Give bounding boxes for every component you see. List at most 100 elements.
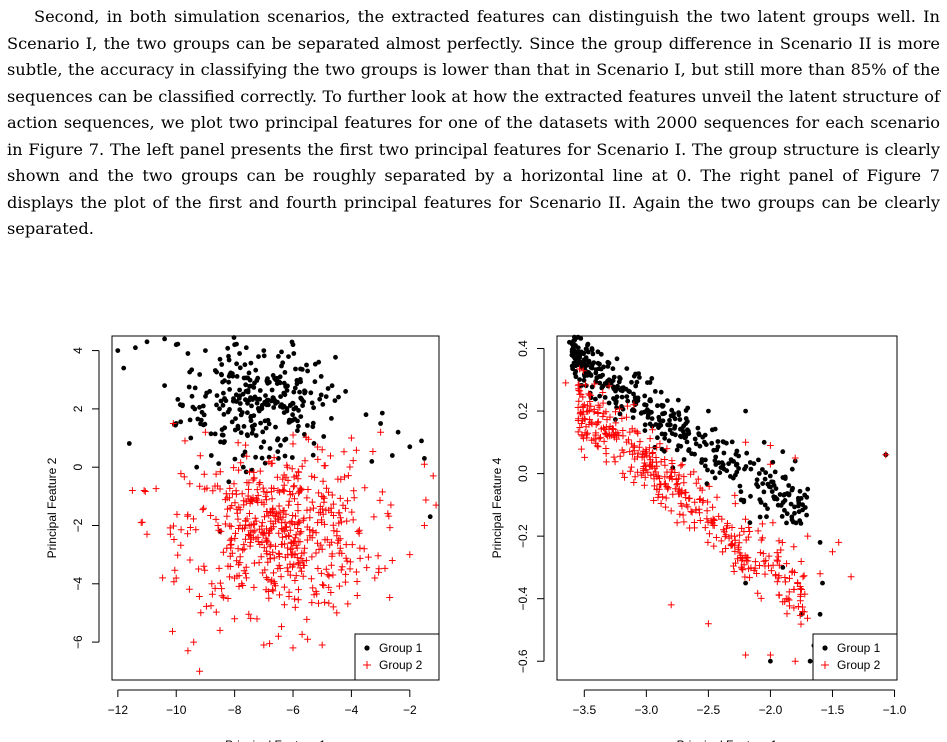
- data-point: [606, 360, 612, 366]
- data-point: [283, 461, 291, 469]
- data-point: [649, 376, 655, 381]
- data-point: [775, 574, 782, 582]
- data-point: [221, 440, 227, 445]
- data-point: [252, 422, 257, 428]
- data-point: [289, 431, 297, 439]
- series-1-points: [115, 335, 433, 534]
- data-point: [329, 383, 335, 389]
- data-point: [269, 548, 277, 556]
- data-point: [281, 601, 288, 609]
- x-axis: −3.5 −3.0 −2.5 −2.0 −1.5 −1.0 Principal Featur…: [572, 689, 907, 742]
- data-point: [572, 353, 578, 359]
- data-point: [184, 511, 192, 519]
- data-points: [115, 335, 440, 675]
- data-point: [685, 419, 690, 424]
- data-point: [630, 407, 636, 412]
- data-point: [644, 407, 650, 413]
- data-point: [245, 610, 253, 618]
- data-point: [170, 536, 178, 543]
- data-point: [678, 434, 684, 440]
- data-point: [228, 535, 235, 543]
- data-point: [214, 402, 219, 408]
- data-point: [799, 573, 807, 581]
- data-point: [296, 564, 304, 572]
- data-point: [297, 528, 305, 535]
- data-point: [261, 439, 267, 445]
- data-point: [731, 536, 739, 544]
- data-point: [816, 570, 824, 578]
- data-point: [265, 594, 273, 602]
- data-point: [329, 416, 334, 421]
- data-point: [327, 504, 335, 512]
- data-point: [356, 555, 364, 562]
- x-axis-label: Principal Feature 1: [225, 738, 326, 742]
- data-point: [235, 466, 242, 474]
- data-point: [242, 441, 249, 449]
- data-point: [308, 575, 315, 583]
- data-point: [663, 468, 671, 476]
- data-point: [678, 426, 683, 432]
- data-point: [723, 524, 730, 532]
- data-point: [231, 499, 239, 507]
- data-point: [257, 388, 263, 393]
- data-point: [201, 485, 209, 493]
- data-point: [779, 598, 787, 606]
- legend-box: [354, 633, 440, 681]
- data-point: [731, 500, 739, 507]
- data-point: [214, 522, 222, 529]
- data-point: [202, 428, 209, 436]
- data-point: [249, 430, 255, 436]
- data-point: [667, 427, 673, 433]
- data-point: [234, 509, 241, 517]
- data-point: [239, 525, 246, 533]
- data-point: [240, 453, 246, 458]
- data-point: [279, 475, 287, 483]
- data-point: [387, 501, 395, 509]
- data-point: [222, 520, 229, 528]
- data-point: [676, 443, 681, 449]
- data-point: [696, 484, 704, 492]
- data-point: [577, 391, 585, 398]
- series-1-points: [567, 334, 889, 664]
- data-point: [192, 385, 198, 391]
- data-point: [696, 517, 704, 524]
- data-point: [674, 447, 680, 453]
- x-tick-label: −4: [345, 703, 359, 717]
- data-point: [584, 402, 591, 410]
- data-point: [597, 393, 603, 399]
- data-point: [645, 461, 653, 469]
- data-point: [220, 594, 227, 601]
- data-point: [300, 514, 308, 522]
- data-point: [222, 378, 227, 384]
- data-point: [314, 565, 322, 572]
- data-points: [562, 334, 890, 671]
- data-point: [245, 433, 251, 439]
- data-point: [388, 557, 396, 564]
- data-point: [275, 399, 280, 405]
- data-point: [675, 490, 682, 498]
- data-point: [753, 570, 760, 577]
- data-point: [234, 515, 242, 523]
- data-point: [285, 588, 293, 596]
- data-point: [332, 398, 338, 403]
- data-point: [262, 493, 270, 500]
- data-point: [666, 474, 673, 482]
- data-point: [268, 495, 276, 503]
- data-point: [319, 510, 327, 518]
- data-point: [732, 559, 739, 567]
- data-point: [745, 524, 753, 531]
- data-point: [309, 584, 317, 592]
- data-point: [648, 398, 653, 404]
- data-point: [320, 402, 326, 407]
- data-point: [650, 497, 657, 504]
- data-point: [293, 366, 298, 372]
- data-point: [672, 425, 677, 431]
- data-point: [207, 389, 213, 394]
- data-point: [249, 476, 257, 484]
- data-point: [619, 427, 627, 434]
- data-point: [290, 561, 298, 569]
- data-point: [231, 535, 239, 542]
- data-point: [226, 485, 234, 492]
- data-point: [705, 620, 712, 628]
- data-point: [594, 419, 601, 427]
